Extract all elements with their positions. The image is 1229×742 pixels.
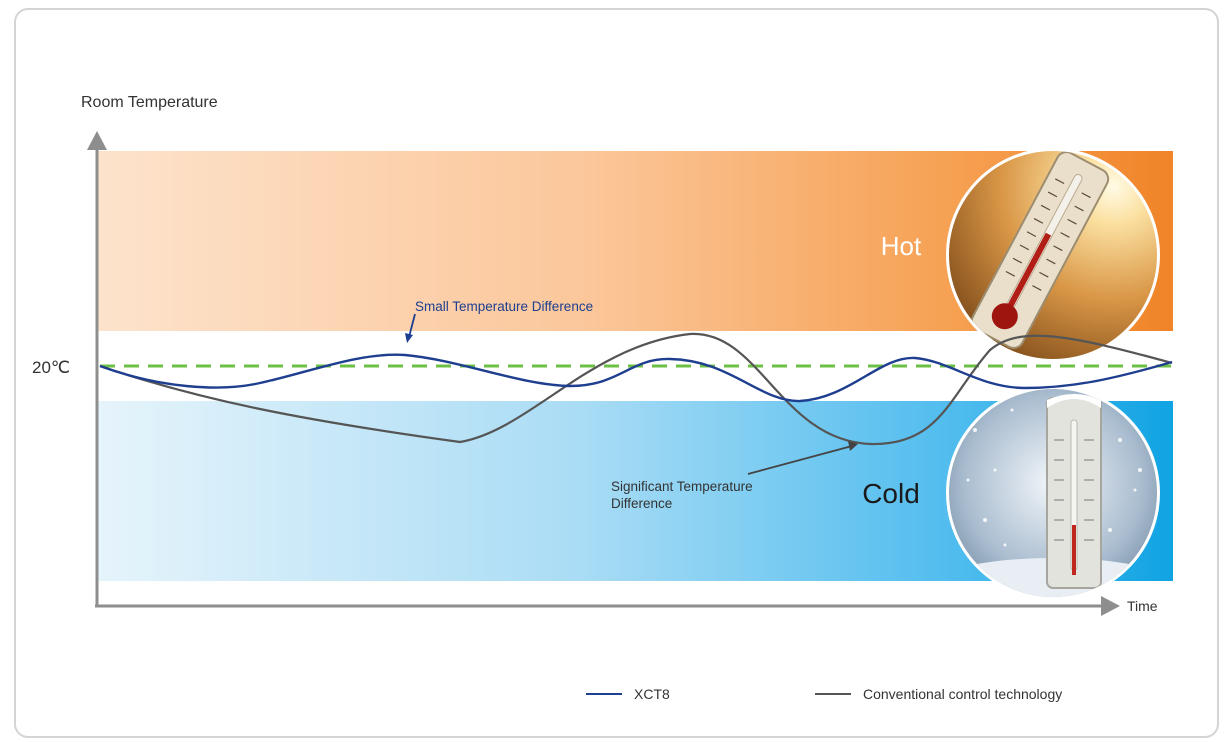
legend-item-xct8: XCT8 [586, 686, 670, 702]
annotation-small-difference: Small Temperature Difference [405, 299, 593, 343]
annotation-significant-difference-line1: Significant Temperature [611, 479, 753, 494]
cold-zone-label: Cold [862, 478, 920, 509]
chart-card [14, 8, 1219, 738]
x-axis-arrow [1101, 596, 1120, 616]
y-axis-label: Room Temperature [81, 94, 218, 111]
legend-label-conventional: Conventional control technology [863, 686, 1063, 702]
x-axis-label: Time [1127, 598, 1158, 614]
reference-label: 20℃ [32, 358, 70, 377]
annotation-significant-difference: Significant Temperature Difference [611, 441, 858, 511]
series-line-conventional [99, 332, 1173, 446]
legend: XCT8 Conventional control technology [0, 686, 1229, 710]
cold-thermometer-image [946, 386, 1160, 600]
annotation-small-difference-text: Small Temperature Difference [415, 299, 593, 314]
legend-item-conventional: Conventional control technology [815, 686, 1062, 702]
annotation-significant-difference-line2: Difference [611, 496, 672, 511]
y-axis [87, 131, 107, 606]
legend-label-xct8: XCT8 [634, 686, 670, 702]
legend-swatch-conventional [815, 693, 851, 695]
hot-zone-label: Hot [881, 231, 922, 261]
series-line-xct8 [99, 353, 1173, 403]
hot-thermometer-image [946, 148, 1160, 362]
x-axis [95, 596, 1120, 616]
legend-swatch-xct8 [586, 693, 622, 695]
y-axis-arrow [87, 131, 107, 150]
